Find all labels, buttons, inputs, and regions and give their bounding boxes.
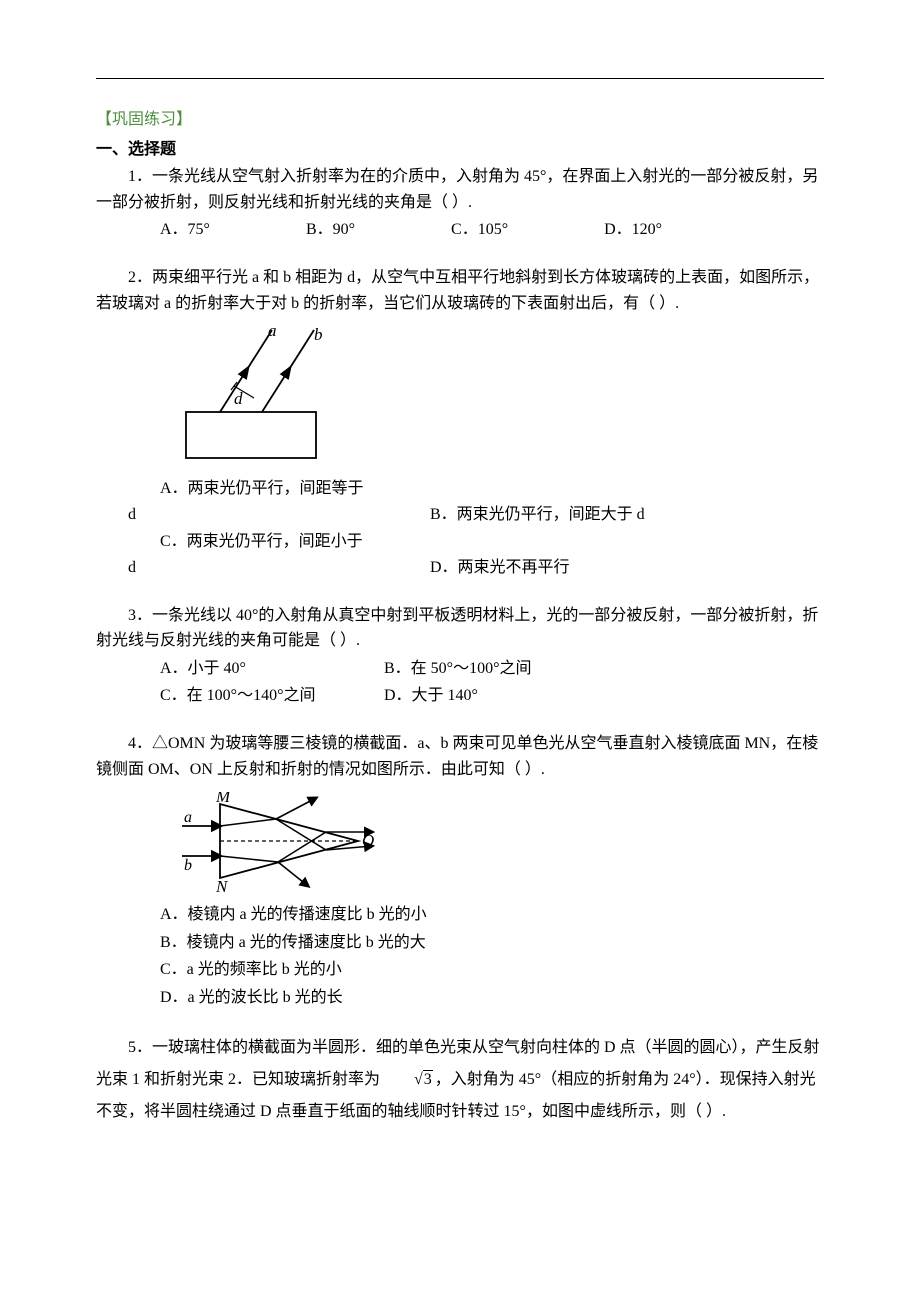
svg-text:b: b [184, 857, 192, 874]
question-4-figure: M N O a b [176, 792, 824, 892]
q4-option-a-row: A．棱镜内 a 光的传播速度比 b 光的小 [96, 902, 824, 928]
question-3-options-row1: A．小于 40° B．在 50°～100°之间 [96, 656, 824, 682]
sqrt-icon: √3 [380, 1064, 435, 1096]
svg-text:a: a [268, 326, 277, 340]
question-5-text: 5．一玻璃柱体的横截面为半圆形．细的单色光束从空气射向柱体的 D 点（半圆的圆心… [96, 1032, 824, 1128]
q2-option-c: C．两束光仍平行，间距小于 d [128, 529, 368, 580]
svg-text:O: O [362, 831, 374, 850]
question-3-options-row2: C．在 100°～140°之间 D．大于 140° [96, 683, 824, 709]
svg-text:d: d [234, 389, 243, 408]
q1-option-c: C．105° [419, 217, 508, 243]
q4-option-d: D．a 光的波长比 b 光的长 [128, 985, 343, 1011]
page-root: 【巩固练习】 一、选择题 1．一条光线从空气射入折射率为在的介质中，入射角为 4… [0, 0, 920, 1190]
q3-option-c: C．在 100°～140°之间 [128, 683, 348, 709]
svg-text:N: N [215, 877, 229, 892]
top-horizontal-rule [96, 78, 824, 79]
q2-option-d: D．两束光不再平行 [398, 555, 570, 581]
q2-option-a: A．两束光仍平行，间距等于 d [128, 476, 368, 527]
q4-option-c: C．a 光的频率比 b 光的小 [128, 957, 342, 983]
exercise-section-title: 【巩固练习】 [96, 107, 824, 133]
q4-option-c-row: C．a 光的频率比 b 光的小 [96, 957, 824, 983]
question-3: 3．一条光线以 40°的入射角从真空中射到平板透明材料上，光的一部分被反射，一部… [96, 603, 824, 709]
question-2-options-row2: C．两束光仍平行，间距小于 d D．两束光不再平行 [96, 529, 824, 580]
question-1-text: 1．一条光线从空气射入折射率为在的介质中，入射角为 45°，在界面上入射光的一部… [96, 164, 824, 215]
q4-option-d-row: D．a 光的波长比 b 光的长 [96, 985, 824, 1011]
q3-option-b: B．在 50°～100°之间 [352, 656, 531, 682]
q2-option-b: B．两束光仍平行，间距大于 d [398, 502, 645, 528]
question-4: 4．△OMN 为玻璃等腰三棱镜的横截面．a、b 两束可见单色光从空气垂直射入棱镜… [96, 731, 824, 1011]
question-2-options-row1: A．两束光仍平行，间距等于 d B．两束光仍平行，间距大于 d [96, 476, 824, 527]
q3-option-d: D．大于 140° [352, 683, 478, 709]
question-5: 5．一玻璃柱体的横截面为半圆形．细的单色光束从空气射向柱体的 D 点（半圆的圆心… [96, 1032, 824, 1128]
q3-option-a: A．小于 40° [128, 656, 348, 682]
q4-option-a: A．棱镜内 a 光的传播速度比 b 光的小 [128, 902, 427, 928]
question-1: 1．一条光线从空气射入折射率为在的介质中，入射角为 45°，在界面上入射光的一部… [96, 164, 824, 243]
question-3-text: 3．一条光线以 40°的入射角从真空中射到平板透明材料上，光的一部分被反射，一部… [96, 603, 824, 654]
q1-option-b: B．90° [274, 217, 355, 243]
svg-text:b: b [314, 326, 323, 344]
question-2-figure: a b d [176, 326, 824, 466]
question-2-text: 2．两束细平行光 a 和 b 相距为 d，从空气中互相平行地斜射到长方体玻璃砖的… [96, 265, 824, 316]
question-1-options: A．75° B．90° C．105° D．120° [96, 217, 824, 243]
q4-option-b-row: B．棱镜内 a 光的传播速度比 b 光的大 [96, 930, 824, 956]
q5-sqrt-value: 3 [423, 1070, 433, 1088]
q4-option-b: B．棱镜内 a 光的传播速度比 b 光的大 [128, 930, 426, 956]
question-4-text: 4．△OMN 为玻璃等腰三棱镜的横截面．a、b 两束可见单色光从空气垂直射入棱镜… [96, 731, 824, 782]
subsection-label: 一、选择题 [96, 137, 824, 163]
glass-block-diagram-icon: a b d [176, 326, 346, 466]
q1-option-a: A．75° [128, 217, 210, 243]
q1-option-d: D．120° [572, 217, 662, 243]
svg-text:M: M [215, 792, 231, 806]
question-2: 2．两束细平行光 a 和 b 相距为 d，从空气中互相平行地斜射到长方体玻璃砖的… [96, 265, 824, 581]
prism-diagram-icon: M N O a b [176, 792, 406, 892]
svg-text:a: a [184, 809, 192, 826]
